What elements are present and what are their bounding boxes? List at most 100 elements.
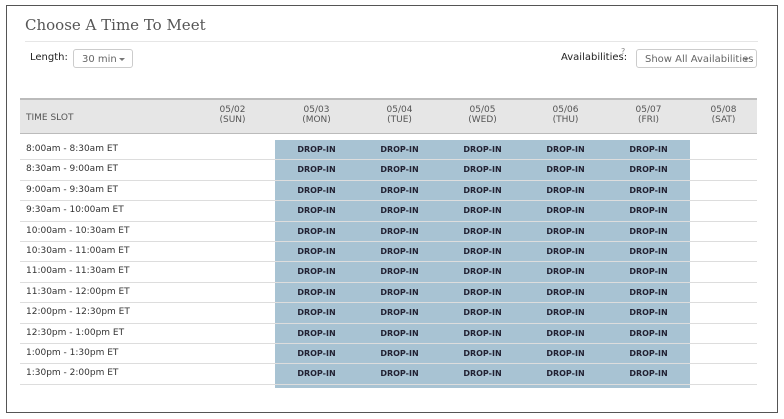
drop-in-slot[interactable]: DROP-IN — [441, 262, 524, 282]
drop-in-slot[interactable]: DROP-IN — [275, 242, 358, 262]
drop-in-slot[interactable]: DROP-IN — [358, 323, 441, 343]
drop-in-slot[interactable]: DROP-IN — [607, 160, 690, 180]
drop-in-slot[interactable]: DROP-IN — [358, 140, 441, 160]
drop-in-slot[interactable]: DROP-IN — [524, 282, 607, 303]
drop-in-slot[interactable]: DROP-IN — [358, 384, 441, 388]
drop-in-slot[interactable]: DROP-IN — [607, 323, 690, 343]
drop-in-slot[interactable]: DROP-IN — [607, 180, 690, 201]
availabilities-select[interactable]: Show All Availabilities — [636, 49, 757, 68]
time-slot: 1:00pm - 1:30pm ET — [26, 348, 119, 358]
drop-in-slot[interactable]: DROP-IN — [524, 303, 607, 323]
day-weekday: (TUE) — [387, 115, 412, 125]
drop-in-slot[interactable]: DROP-IN — [275, 364, 358, 384]
table-row: 12:30pm - 1:00pm ET DROP-IN DROP-IN DROP-IN… — [20, 323, 757, 344]
drop-in-slot[interactable]: DROP-IN — [275, 384, 358, 388]
drop-in-slot[interactable]: DROP-IN — [358, 180, 441, 201]
table-row: 1:30pm - 2:00pm ET DROP-IN DROP-IN DROP-IN D… — [20, 364, 757, 385]
table-row: 2:00pm - 2:30pm ETDROP-INDROP-INDROP-IND… — [20, 384, 757, 388]
availabilities-label: Availabilities: — [561, 52, 628, 63]
drop-in-slot[interactable]: DROP-IN — [607, 344, 690, 364]
time-slot: 9:00am - 9:30am ET — [26, 184, 118, 195]
drop-in-slot[interactable]: DROP-IN — [441, 201, 524, 221]
table-row: 11:30am - 12:00pm ET DROP-IN DROP-IN DROP-I… — [20, 282, 757, 304]
drop-in-slot[interactable]: DROP-IN — [358, 262, 441, 282]
drop-in-slot[interactable]: DROP-IN — [524, 221, 607, 241]
drop-in-slot[interactable]: DROP-IN — [441, 344, 524, 364]
table-row: 11:00am - 11:30am ET DROP-IN DROP-IN DROP-I… — [20, 262, 757, 283]
drop-in-slot[interactable]: DROP-IN — [607, 201, 690, 221]
header-cell: TIME SLOT — [20, 98, 190, 134]
drop-in-slot[interactable]: DROP-IN — [607, 303, 690, 323]
time-slot: 10:00am - 10:30am ET — [26, 225, 130, 236]
drop-in-slot[interactable]: DROP-IN — [441, 384, 524, 388]
drop-in-slot[interactable]: DROP-IN — [441, 323, 524, 343]
drop-in-slot[interactable]: DROP-IN — [524, 160, 607, 180]
drop-in-slot[interactable]: DROP-IN — [441, 221, 524, 241]
drop-in-slot[interactable]: DROP-IN — [607, 221, 690, 241]
drop-in-slot[interactable]: DROP-IN — [441, 180, 524, 201]
drop-in-slot[interactable]: DROP-IN — [275, 221, 358, 241]
drop-in-slot[interactable]: DROP-IN — [358, 364, 441, 384]
table-row: 9:30am - 10:00am ET DROP-IN DROP-IN DROP-IN… — [20, 201, 757, 222]
drop-in-slot[interactable]: DROP-IN — [275, 160, 358, 180]
drop-in-slot[interactable]: DROP-IN — [607, 262, 690, 282]
time-slot: 12:30pm - 1:00pm ET — [26, 327, 125, 338]
header-label: TIME SLOT — [26, 113, 74, 123]
drop-in-slot[interactable]: DROP-IN — [607, 282, 690, 303]
day-weekday: (WED) — [468, 115, 497, 125]
day-date: 05/07 — [635, 105, 662, 115]
table-row: 1:00pm - 1:30pm ET DROP-IN DROP-IN DROP-IN D… — [20, 344, 757, 365]
help-icon[interactable]: ? — [621, 47, 626, 56]
drop-in-slot[interactable]: DROP-IN — [358, 160, 441, 180]
drop-in-slot[interactable]: DROP-IN — [524, 201, 607, 221]
drop-in-slot[interactable]: DROP-IN — [275, 323, 358, 343]
header-cell: 05/06 (THU) — [524, 98, 607, 134]
drop-in-slot[interactable]: DROP-IN — [524, 323, 607, 343]
drop-in-slot[interactable]: DROP-IN — [358, 242, 441, 262]
drop-in-slot[interactable]: DROP-IN — [358, 221, 441, 241]
drop-in-slot[interactable]: DROP-IN — [524, 262, 607, 282]
drop-in-slot[interactable]: DROP-IN — [607, 384, 690, 388]
time-slot: 9:30am - 10:00am ET — [26, 205, 124, 216]
drop-in-slot[interactable]: DROP-IN — [441, 242, 524, 262]
table-row: 9:00am - 9:30am ET DROP-IN DROP-IN DROP-IN D… — [20, 180, 757, 202]
drop-in-slot[interactable]: DROP-IN — [358, 344, 441, 364]
header-cell: 05/03 (MON) — [275, 98, 358, 134]
drop-in-slot[interactable]: DROP-IN — [275, 262, 358, 282]
drop-in-slot[interactable]: DROP-IN — [275, 344, 358, 364]
day-date: 05/02 — [219, 105, 246, 115]
drop-in-slot[interactable]: DROP-IN — [524, 344, 607, 364]
drop-in-slot[interactable]: DROP-IN — [275, 201, 358, 221]
drop-in-slot[interactable]: DROP-IN — [524, 242, 607, 262]
drop-in-slot[interactable]: DROP-IN — [441, 160, 524, 180]
time-slot: 11:00am - 11:30am ET — [26, 266, 130, 277]
time-slot: 8:30am - 9:00am ET — [26, 164, 118, 175]
drop-in-slot[interactable]: DROP-IN — [358, 201, 441, 221]
day-date: 05/04 — [386, 105, 413, 115]
drop-in-slot[interactable]: DROP-IN — [524, 364, 607, 384]
header-cell: 05/08 (SAT) — [690, 98, 757, 134]
drop-in-slot[interactable]: DROP-IN — [358, 303, 441, 323]
drop-in-slot[interactable]: DROP-IN — [275, 180, 358, 201]
drop-in-slot[interactable]: DROP-IN — [358, 282, 441, 303]
drop-in-slot[interactable]: DROP-IN — [524, 384, 607, 388]
drop-in-slot[interactable]: DROP-IN — [441, 282, 524, 303]
day-weekday: (SUN) — [219, 115, 246, 125]
length-select[interactable]: 30 min — [73, 49, 133, 68]
scheduler-panel: Choose A Time To Meet Length: 30 min Ava… — [6, 5, 778, 413]
drop-in-slot[interactable]: DROP-IN — [607, 364, 690, 384]
drop-in-slot[interactable]: DROP-IN — [524, 180, 607, 201]
drop-in-slot[interactable]: DROP-IN — [441, 364, 524, 384]
day-weekday: (MON) — [302, 115, 331, 125]
drop-in-slot[interactable]: DROP-IN — [607, 242, 690, 262]
drop-in-slot[interactable]: DROP-IN — [441, 140, 524, 160]
drop-in-slot[interactable]: DROP-IN — [607, 140, 690, 160]
day-date: 05/08 — [710, 105, 737, 115]
drop-in-slot[interactable]: DROP-IN — [441, 303, 524, 323]
time-slot: 2:00pm - 2:30pm ET — [26, 385, 118, 388]
drop-in-slot[interactable]: DROP-IN — [524, 140, 607, 160]
drop-in-slot[interactable]: DROP-IN — [275, 282, 358, 303]
drop-in-slot[interactable]: DROP-IN — [275, 140, 358, 160]
header-cell: 05/07 (FRI) — [607, 98, 690, 134]
drop-in-slot[interactable]: DROP-IN — [275, 303, 358, 323]
